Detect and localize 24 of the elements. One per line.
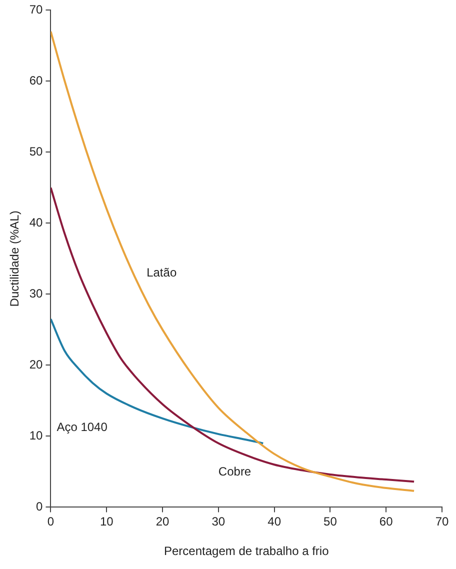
x-axis-title: Percentagem de trabalho a frio [164,544,330,558]
x-tick-label: 0 [47,514,54,529]
x-tick-label: 20 [156,514,170,529]
y-tick-label: 0 [36,500,44,514]
x-tick-label: 70 [435,514,449,529]
y-tick-label: 40 [29,216,44,230]
line-series [50,186,416,483]
y-tick-label: 60 [29,74,44,88]
x-tick-label: 50 [324,514,338,529]
series-label: Latão [146,265,177,280]
y-tick-label: 50 [29,144,44,159]
line-series [50,318,264,444]
series-label: Aço 1040 [56,420,108,434]
line-series [50,30,416,492]
x-tick-label: 30 [212,514,226,529]
y-tick-label: 10 [29,428,44,443]
series-label: Cobre [218,464,252,478]
x-tick-label: 60 [379,514,394,529]
x-tick-label: 40 [268,514,282,529]
y-tick-label: 20 [29,358,44,372]
y-axis-title: Ductilidade (%AL) [8,210,22,307]
x-tick-label: 10 [100,514,114,529]
y-tick-label: 30 [29,286,44,301]
y-tick-label: 70 [29,2,44,17]
